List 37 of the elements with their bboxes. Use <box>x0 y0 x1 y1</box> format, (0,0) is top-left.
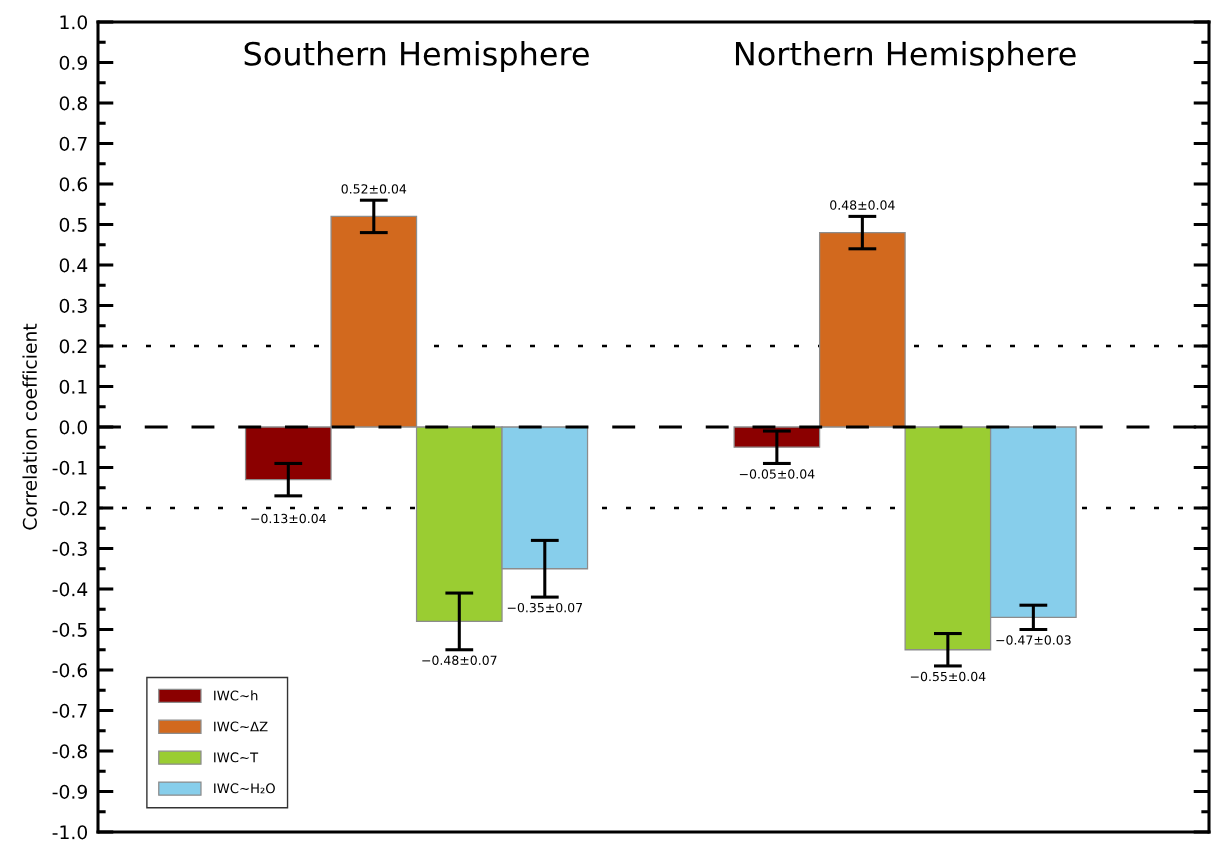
y-tick-label: -0.4 <box>52 582 88 597</box>
legend-label: IWC~H₂O <box>214 783 275 794</box>
data-label: 0.52±0.04 <box>341 184 407 194</box>
y-tick-label: 0.8 <box>59 96 87 111</box>
y-axis-title: Correlation coefficient <box>22 323 37 530</box>
y-tick-label: 0.7 <box>59 136 87 151</box>
bar <box>818 231 906 428</box>
y-tick-label: -0.8 <box>52 744 87 759</box>
y-tick-label: 0.4 <box>59 258 88 273</box>
y-tick-label: 0.5 <box>59 217 87 232</box>
y-tick-label: 0.6 <box>59 177 88 192</box>
legend-label: IWC~ΔZ <box>214 721 268 732</box>
legend-label: IWC~h <box>214 690 258 701</box>
x-tick-label: Southern Hemisphere <box>244 41 589 72</box>
y-tick-label: 0.0 <box>59 420 88 435</box>
y-tick-label: -0.7 <box>52 703 87 718</box>
y-tick-label: -0.9 <box>52 784 87 799</box>
data-label: −0.48±0.07 <box>422 655 497 665</box>
legend-label: IWC~T <box>214 752 259 763</box>
y-tick-label: -0.5 <box>52 622 87 637</box>
data-label: −0.13±0.04 <box>251 513 326 524</box>
data-label: 0.48±0.04 <box>830 200 895 210</box>
y-tick-label: 0.2 <box>59 339 87 354</box>
y-tick-label: 0.1 <box>59 379 87 394</box>
y-tick-label: -1.0 <box>52 825 88 840</box>
y-tick-label: 0.3 <box>59 298 87 313</box>
y-tick-label: 0.9 <box>59 55 87 70</box>
x-tick-label: Northern Hemisphere <box>735 41 1076 72</box>
data-label: −0.47±0.03 <box>996 635 1071 645</box>
y-tick-label: -0.6 <box>52 663 88 678</box>
y-tick-label: 1.0 <box>60 15 88 30</box>
data-label: −0.05±0.04 <box>739 469 815 479</box>
data-label: −0.35±0.07 <box>507 602 583 613</box>
y-tick-label: -0.2 <box>52 501 87 516</box>
data-label: −0.55±0.04 <box>910 671 986 682</box>
y-tick-label: -0.1 <box>52 460 87 475</box>
y-tick-label: -0.3 <box>52 541 87 556</box>
